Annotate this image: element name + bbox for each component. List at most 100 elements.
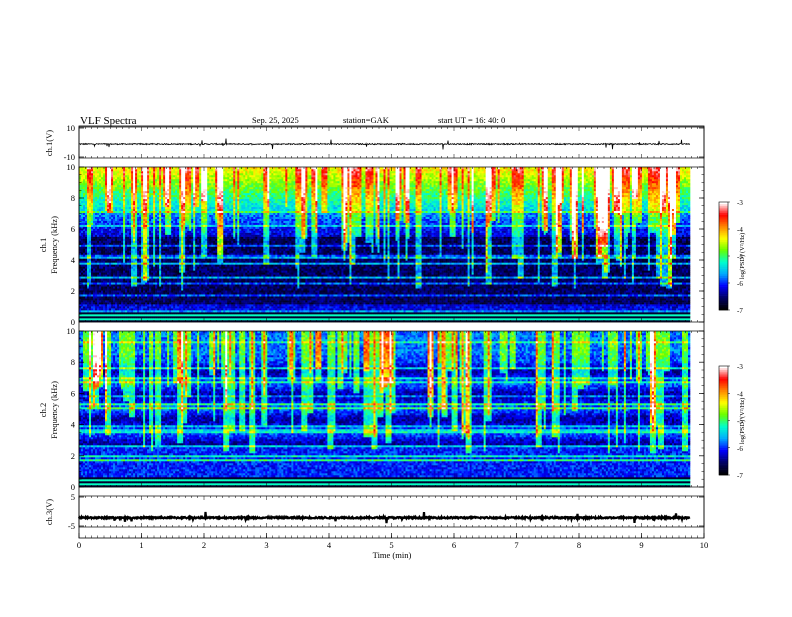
spectrogram-cell: [91, 181, 93, 183]
spectrogram-cell: [89, 292, 91, 294]
spectrogram-cell: [87, 256, 89, 258]
spectrogram-cell: [83, 221, 85, 223]
spectrogram-cell: [83, 250, 85, 252]
spectrogram-cell: [81, 288, 83, 290]
spectrogram-cell: [87, 266, 89, 268]
spectrogram-cell: [99, 302, 101, 304]
spectrogram-cell: [83, 308, 85, 310]
spectrogram-cell: [85, 306, 87, 308]
spectrogram-cell: [81, 280, 83, 282]
spectrogram-cell: [95, 227, 97, 229]
spectrogram-cell: [91, 288, 93, 290]
spectrogram-cell: [81, 300, 83, 302]
spectrogram-cell: [89, 183, 91, 185]
spectrogram-cell: [91, 308, 93, 310]
spectrogram-cell: [93, 292, 95, 294]
spectrogram-cell: [89, 316, 91, 318]
spectrogram-cell: [81, 241, 83, 243]
spectrogram-cell: [85, 211, 87, 213]
spectrogram-cell: [83, 282, 85, 284]
spectrogram-cell: [83, 252, 85, 254]
spectrogram-cell: [95, 211, 97, 213]
spectrogram-cell: [95, 223, 97, 225]
spectrogram-cell: [91, 290, 93, 292]
spectrogram-cell: [81, 213, 83, 215]
spectrogram-cell: [93, 316, 95, 318]
spectrogram-cell: [85, 310, 87, 312]
spectrogram-cell: [97, 181, 99, 183]
spectrogram-cell: [95, 252, 97, 254]
spectrogram-cell: [93, 258, 95, 260]
spectrogram-cell: [83, 260, 85, 262]
spectrogram-cell: [91, 292, 93, 294]
spectrogram-cell: [89, 306, 91, 308]
spectrogram-cell: [91, 304, 93, 306]
spectrogram-cell: [89, 185, 91, 187]
spectrogram-cell: [93, 199, 95, 201]
spectrogram-cell: [93, 225, 95, 227]
spectrogram-cell: [91, 316, 93, 318]
spectrogram-cell: [81, 276, 83, 278]
spectrogram-cell: [85, 173, 87, 175]
spectrogram-cell: [93, 197, 95, 199]
spectrogram-cell: [93, 248, 95, 250]
spectrogram-cell: [83, 284, 85, 286]
spectrogram-cell: [95, 191, 97, 193]
spectrogram-cell: [85, 239, 87, 241]
spectrogram-cell: [83, 298, 85, 300]
spectrogram-cell: [93, 308, 95, 310]
spectrogram-cell: [85, 284, 87, 286]
spectrogram-cell: [85, 177, 87, 179]
spectrogram-cell: [91, 248, 93, 250]
spectrogram-cell: [83, 310, 85, 312]
spectrogram-cell: [81, 248, 83, 250]
spectrogram-cell: [85, 197, 87, 199]
spectrogram-cell: [81, 211, 83, 213]
spectrogram-cell: [89, 266, 91, 268]
spectrogram-cell: [93, 171, 95, 173]
spectrogram-cell: [85, 231, 87, 233]
spectrogram-cell: [89, 290, 91, 292]
spectrogram-cell: [89, 268, 91, 270]
spectrogram-cell: [81, 233, 83, 235]
spectrogram-cell: [87, 199, 89, 201]
spectrogram-cell: [83, 280, 85, 282]
spectrogram-cell: [97, 205, 99, 207]
spectrogram-cell: [87, 294, 89, 296]
spectrogram-cell: [89, 256, 91, 258]
spectrogram-cell: [95, 169, 97, 171]
spectrogram-cell: [89, 191, 91, 193]
date-label: Sep. 25, 2025: [252, 115, 299, 125]
spectrogram-cell: [95, 276, 97, 278]
spectrogram-cell: [87, 235, 89, 237]
spectrogram-cell: [95, 300, 97, 302]
spectrogram-cell: [97, 268, 99, 270]
spectrogram-cell: [95, 197, 97, 199]
spectrogram-cell: [97, 195, 99, 197]
spectrogram-cell: [87, 250, 89, 252]
spectrogram-cell: [83, 205, 85, 207]
spectrogram-cell: [91, 183, 93, 185]
spectrogram-cell: [81, 260, 83, 262]
spectrogram-cell: [87, 280, 89, 282]
spectrogram-cell: [97, 296, 99, 298]
spectrogram-cell: [95, 193, 97, 195]
spectrogram-cell: [85, 205, 87, 207]
spectrogram-cell: [91, 193, 93, 195]
spectrogram-cell: [91, 264, 93, 266]
spectrogram-cell: [91, 211, 93, 213]
spectrogram-cell: [89, 221, 91, 223]
spectrogram-cell: [83, 318, 85, 320]
panel-frame: [79, 127, 704, 158]
spectrogram-cell: [89, 213, 91, 215]
spectrogram-cell: [91, 219, 93, 221]
spectrogram-cell: [85, 302, 87, 304]
spectrogram-cell: [95, 245, 97, 247]
spectrogram-cell: [89, 241, 91, 243]
spectrogram-cell: [89, 217, 91, 219]
spectrogram-cell: [89, 209, 91, 211]
spectrogram-cell: [97, 270, 99, 272]
spectrogram-cell: [97, 252, 99, 254]
spectrogram-cell: [87, 183, 89, 185]
figure-svg: VLF Spectra Sep. 25, 2025 station=GAK st…: [0, 0, 792, 612]
